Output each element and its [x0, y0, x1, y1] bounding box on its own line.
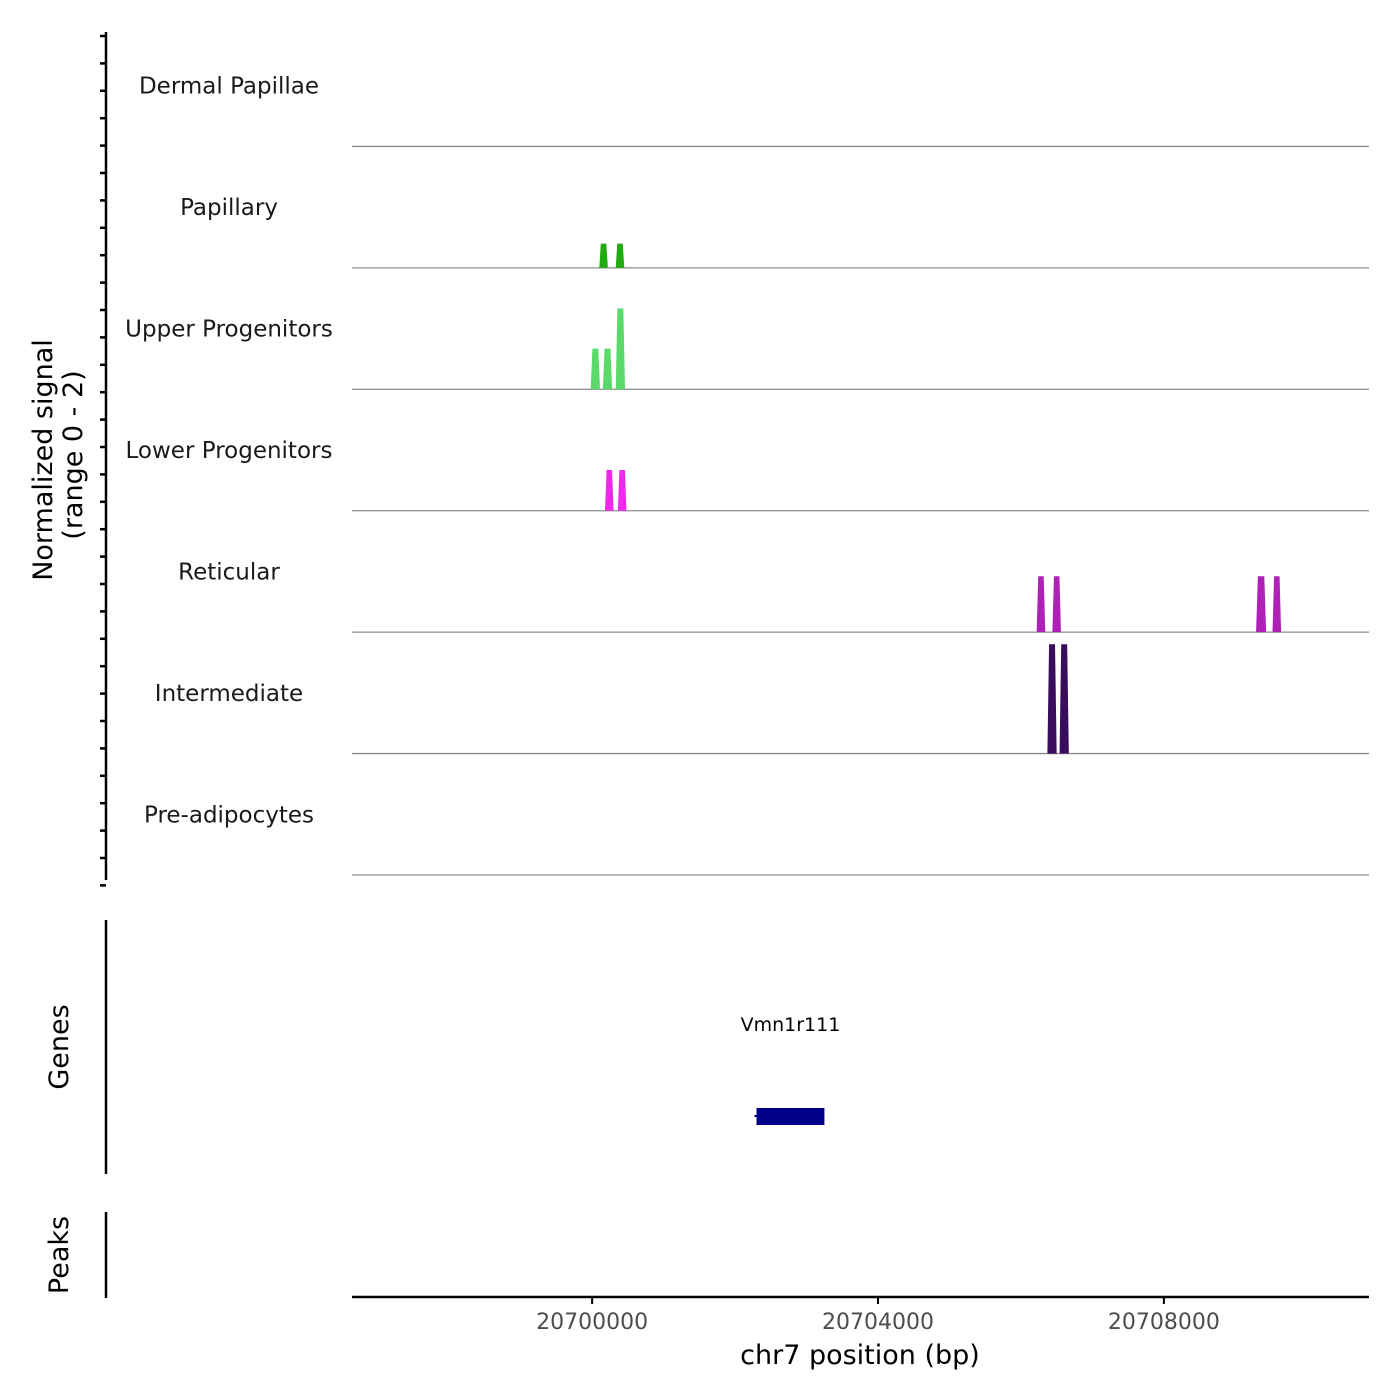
track-label: Intermediate [155, 681, 303, 707]
coverage-y-axis-ticks [100, 34, 106, 887]
coverage-peak [599, 243, 608, 268]
gene-body [756, 1108, 825, 1125]
coverage-peak [1272, 576, 1282, 633]
track-dermal-papillae: Dermal Papillae [139, 74, 1369, 148]
track-label: Reticular [178, 559, 280, 585]
peaks-ylabel: Peaks [44, 1216, 75, 1294]
coverage-peak [602, 348, 613, 390]
track-intermediate: Intermediate [155, 644, 1369, 755]
x-tick-label: 20708000 [1108, 1310, 1220, 1335]
coverage-peak [615, 243, 625, 268]
genes-panel: Vmn1r111 [741, 1014, 841, 1125]
track-label: Papillary [180, 195, 278, 221]
track-label: Dermal Papillae [139, 74, 319, 100]
track-label: Pre-adipocytes [144, 802, 314, 828]
coverage-ylabel-line1: Normalized signal [28, 339, 59, 581]
coverage-peak [615, 308, 626, 390]
coverage-peak [1059, 644, 1069, 754]
x-axis-ticks: 20700000 20704000 20708000 [536, 1297, 1220, 1335]
coverage-ylabel-line2: (range 0 - 2) [58, 370, 89, 539]
gene-label: Vmn1r111 [741, 1014, 841, 1036]
x-axis-label: chr7 position (bp) [740, 1340, 980, 1371]
track-pre-adipocytes: Pre-adipocytes [144, 802, 1369, 876]
track-lower-progenitors: Lower Progenitors [126, 438, 1369, 512]
track-label: Upper Progenitors [125, 317, 333, 343]
track-papillary: Papillary [180, 195, 1369, 269]
track-upper-progenitors: Upper Progenitors [125, 308, 1369, 390]
x-tick-label: 20700000 [536, 1310, 648, 1335]
coverage-peak [1256, 576, 1267, 633]
genes-ylabel: Genes [44, 1004, 75, 1089]
coverage-peak [1047, 644, 1057, 754]
coverage-peak [1052, 576, 1061, 633]
track-label: Lower Progenitors [126, 438, 333, 464]
x-tick-label: 20704000 [822, 1310, 934, 1335]
coverage-peak [617, 470, 627, 511]
track-reticular: Reticular [178, 559, 1369, 633]
coverage-peak [1036, 576, 1046, 633]
coverage-tracks: Dermal Papillae Papillary Upper Progenitor… [125, 74, 1369, 876]
coverage-peak [590, 348, 600, 390]
coverage-peak [604, 470, 614, 511]
